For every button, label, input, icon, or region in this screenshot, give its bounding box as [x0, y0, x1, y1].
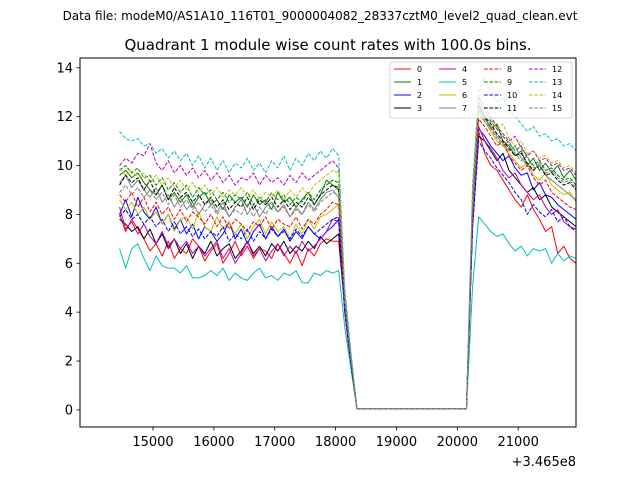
series-line-15: [119, 111, 576, 410]
x-tick-label: 17000: [254, 435, 295, 450]
x-tick-label: 21000: [498, 435, 539, 450]
x-tick-label: 16000: [193, 435, 234, 450]
y-tick-label: 0: [65, 403, 73, 418]
legend-label-10: 10: [507, 91, 517, 100]
series-line-10: [119, 140, 576, 410]
y-tick-label: 2: [65, 355, 73, 370]
legend-label-4: 4: [462, 65, 467, 74]
suptitle: Data file: modeM0/AS1A10_116T01_90000040…: [63, 9, 578, 23]
y-axis: 0 2 4 6 8 10 12 14: [56, 61, 80, 418]
legend-label-1: 1: [417, 78, 422, 87]
legend-label-7: 7: [462, 104, 467, 113]
x-tick-label: 18000: [315, 435, 356, 450]
plot-frame: [79, 57, 577, 428]
legend-label-8: 8: [507, 65, 512, 74]
chart-title: Quadrant 1 module wise count rates with …: [124, 36, 531, 54]
series-line-11: [119, 106, 576, 410]
y-tick-label: 10: [56, 159, 73, 174]
series-layer: [119, 77, 576, 410]
legend-label-15: 15: [552, 104, 562, 113]
y-tick-label: 12: [56, 110, 73, 125]
x-tick-label: 19000: [376, 435, 417, 450]
x-offset-label: +3.465e8: [512, 455, 576, 470]
legend-label-2: 2: [417, 91, 422, 100]
x-axis: 15000 16000 17000 18000 19000 20000 21000: [132, 427, 539, 450]
x-tick-label: 20000: [437, 435, 478, 450]
series-line-8: [119, 118, 576, 410]
y-tick-label: 4: [65, 306, 73, 321]
legend-label-14: 14: [552, 91, 562, 100]
y-tick-label: 14: [56, 61, 73, 76]
legend-label-11: 11: [507, 104, 517, 113]
y-tick-label: 8: [65, 208, 73, 223]
x-tick-label: 15000: [132, 435, 173, 450]
legend-label-12: 12: [552, 65, 562, 74]
legend-label-13: 13: [552, 78, 562, 87]
legend-label-5: 5: [462, 78, 467, 87]
legend-label-3: 3: [417, 104, 422, 113]
legend-label-9: 9: [507, 78, 512, 87]
legend-frame: [389, 61, 573, 119]
legend-label-0: 0: [417, 65, 422, 74]
y-tick-label: 6: [65, 257, 73, 272]
legend-label-6: 6: [462, 91, 467, 100]
